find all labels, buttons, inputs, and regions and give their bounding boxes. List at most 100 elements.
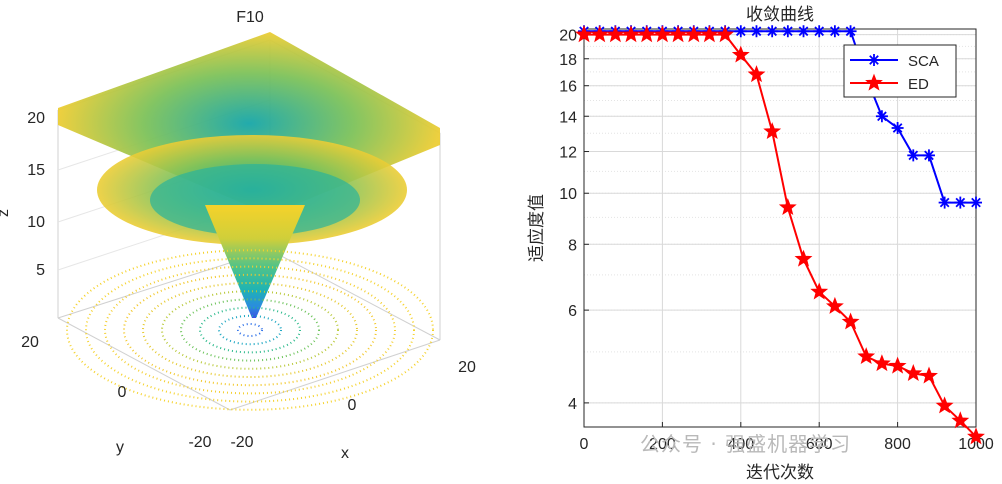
data-point-sca [970,196,982,209]
y-tick-label: 4 [568,396,577,413]
y-tick-label: 18 [559,52,577,69]
data-point-ed [904,363,923,382]
data-point-sca [875,110,888,123]
contour-ring [66,249,434,411]
y-tick-label: 16 [559,79,577,96]
contour-ring [199,306,301,354]
contour-ring [161,290,339,370]
data-point-sca [954,196,967,209]
contour-ring [142,282,358,378]
data-point-ed [857,347,876,365]
surface-title: F10 [236,9,264,26]
contour-ring [180,298,320,362]
z-ticks: 5 10 15 20 [27,110,45,279]
y-tick-label: 0 [118,384,127,401]
surface-plot: F10 5 10 15 20 -20 0 20 -20 0 20 x y z [0,9,476,462]
y-ticks: 4 6 8 10 12 14 16 18 20 [559,28,589,413]
z-axis-label: z [0,209,12,217]
y-tick-label: 20 [21,334,39,351]
x-tick-label: 0 [580,436,589,453]
legend-marker-ed [865,73,883,91]
data-point-ed [872,354,891,372]
data-point-sca [797,25,810,38]
contour-ring [237,323,263,337]
data-point-ed [747,65,766,83]
data-point-ed [622,25,640,43]
y-tick-label: 12 [559,145,577,162]
data-point-ed [606,25,625,43]
data-point-ed [653,25,672,43]
contour-ring [104,265,396,395]
x-tick-label: -20 [230,434,253,451]
contour-rings [66,249,434,411]
x-tick-label: 400 [727,436,754,453]
legend-marker-ed-shape [865,73,883,91]
plot-area [583,28,977,428]
data-point-sca [828,25,841,38]
x-ticks: -20 0 20 [230,359,476,451]
series-layer [575,25,985,445]
legend-label-sca: SCA [908,53,939,70]
data-point-ed [935,396,954,414]
y-tick-label: 20 [559,28,577,45]
data-point-ed [841,312,860,330]
data-point-ed [920,366,938,384]
x-tick-label: 600 [806,436,833,453]
watermark: 公众号 · 强盛机器学习 [640,432,852,456]
legend-marker-sca-shape [868,54,880,66]
data-point-ed [810,282,829,300]
data-point-sca [813,25,826,38]
legend[interactable]: SCA ED [843,44,957,98]
data-point-ed [716,25,735,43]
y-axis-label: 适应度值 [527,194,546,262]
z-tick-label: 5 [36,262,45,279]
data-point-ed [825,296,844,314]
data-point-sca [922,149,935,162]
x-tick-label: 20 [458,359,476,376]
data-point-sca [907,149,920,162]
data-point-ed [700,25,719,43]
data-point-sca [750,25,763,38]
y-tick-label: 6 [568,303,577,320]
contour-ring [123,273,377,387]
contour-ring [218,314,282,346]
legend-marker-sca [868,54,880,66]
data-point-ed [669,25,688,43]
x-tick-label: 1000 [958,436,994,453]
y-tick-label: 14 [559,109,577,126]
z-tick-label: 10 [27,214,45,231]
z-tick-label: 15 [27,162,45,179]
x-axis-label: 迭代次数 [746,463,814,482]
x-tick-label: 200 [649,436,676,453]
data-point-sca [781,25,794,38]
y-tick-label: -20 [188,434,211,451]
data-point-ed [763,122,782,140]
data-point-ed [888,356,907,374]
y-axis-label: y [116,439,124,456]
data-point-ed [967,427,985,445]
contour-ring [85,257,415,403]
x-tick-label: 800 [884,436,911,453]
data-point-ed [637,25,656,43]
y-tick-label: 10 [559,186,577,203]
surface-funnel [205,205,305,318]
data-point-ed [794,249,813,267]
data-point-ed [590,25,609,43]
legend-label-ed: ED [908,76,929,93]
chart-title: 收敛曲线 [746,5,814,24]
x-tick-label: 0 [348,397,357,414]
data-point-sca [734,25,747,38]
y-ticks: -20 0 20 [21,334,212,451]
y-tick-label: 8 [568,237,577,254]
x-ticks: 0 200 400 600 800 1000 [580,422,994,453]
x-axis-label: x [341,445,349,462]
z-tick-label: 20 [27,110,45,127]
data-point-ed [731,45,750,63]
data-point-ed [951,411,970,429]
data-point-sca [938,196,951,209]
data-point-ed [575,25,593,43]
data-point-ed [778,197,797,216]
data-point-ed [684,25,703,43]
data-point-sca [891,121,904,134]
data-point-sca [844,25,857,38]
